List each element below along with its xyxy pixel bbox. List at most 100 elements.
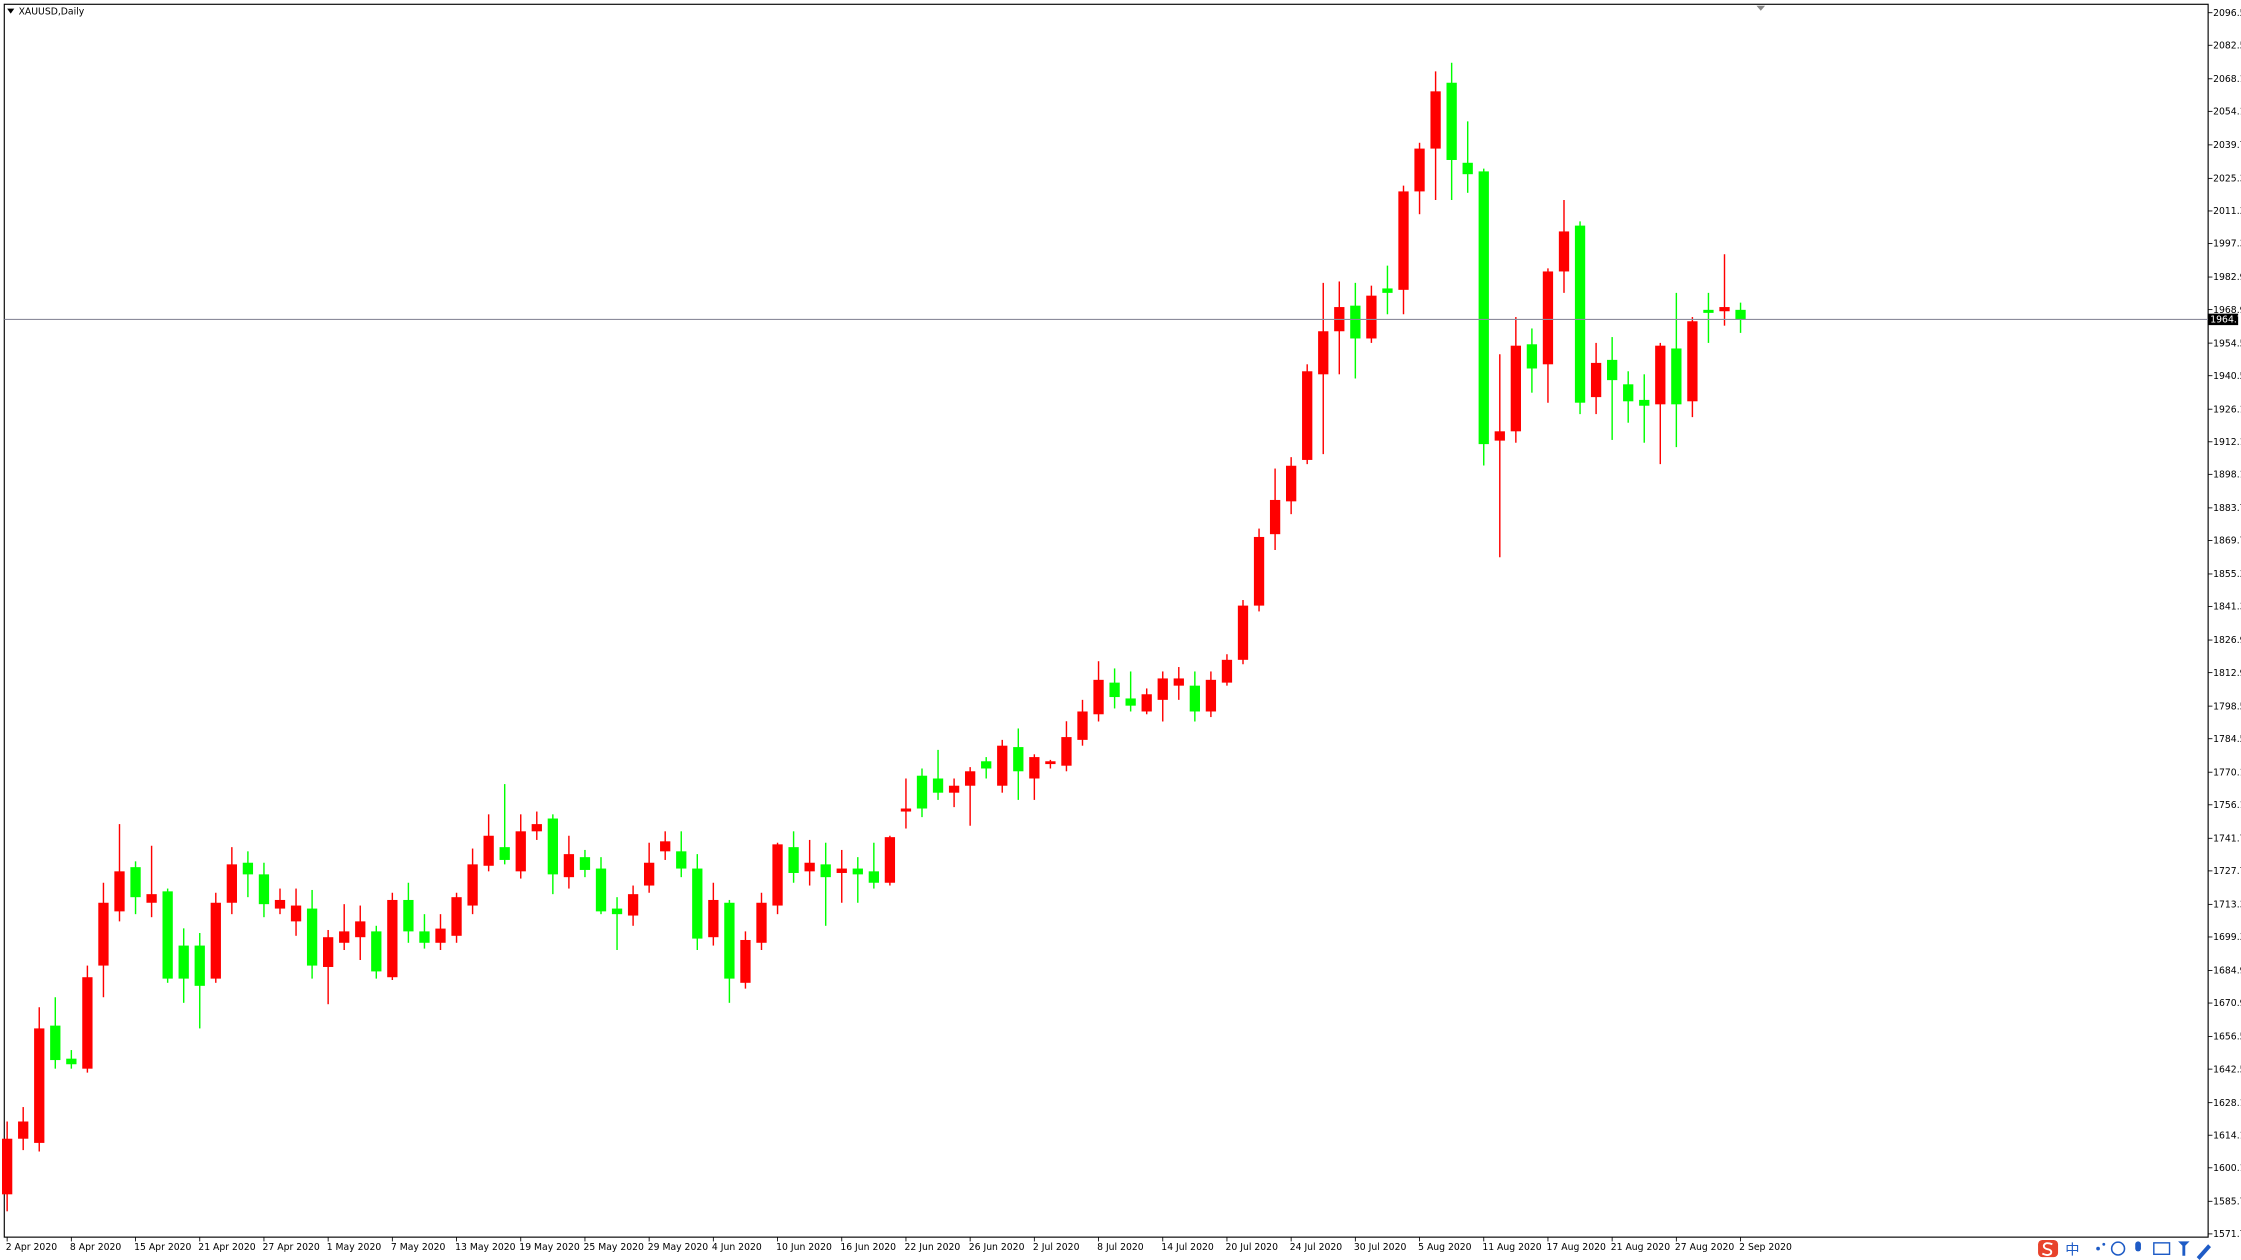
plot-frame xyxy=(3,3,2209,1238)
x-tick-label: 30 Jul 2020 xyxy=(1354,1242,1407,1253)
candle-body xyxy=(1687,321,1698,402)
title-menu-arrow[interactable] xyxy=(7,8,15,14)
candle-body xyxy=(868,871,879,883)
candle-body xyxy=(547,818,558,875)
tray-punct-icon[interactable] xyxy=(2096,1246,2100,1251)
x-tick-label: 13 May 2020 xyxy=(455,1242,516,1253)
x-tick-label: 8 Jul 2020 xyxy=(1097,1242,1144,1253)
y-tick-label: 2068.1 xyxy=(2213,74,2241,85)
candle-body xyxy=(114,871,125,912)
candle-body xyxy=(1735,309,1746,320)
x-tick-label: 15 Apr 2020 xyxy=(134,1242,191,1253)
x-tick-label: 2 Sep 2020 xyxy=(1739,1242,1792,1253)
candle-body xyxy=(146,894,157,903)
y-tick-label: 1614.1 xyxy=(2213,1130,2241,1141)
x-tick-label: 26 Jun 2020 xyxy=(969,1242,1025,1253)
candle-body xyxy=(194,945,205,986)
tray-tools-icon[interactable] xyxy=(2196,1244,2211,1260)
candle-body xyxy=(611,908,623,915)
candle-body xyxy=(1366,295,1377,339)
candle-body xyxy=(1221,659,1233,683)
current-price-label: 1964.7 xyxy=(2210,315,2241,326)
candle-body xyxy=(1382,288,1393,293)
candle-body xyxy=(627,894,639,916)
candle-body xyxy=(1077,711,1088,740)
candle-body xyxy=(1446,82,1457,160)
candle-body xyxy=(1558,231,1570,272)
candle-body xyxy=(1253,536,1265,606)
candle-body xyxy=(820,864,831,878)
x-tick-label: 24 Jul 2020 xyxy=(1290,1242,1343,1253)
x-tick-label: 19 May 2020 xyxy=(519,1242,580,1253)
x-tick-label: 14 Jul 2020 xyxy=(1161,1242,1214,1253)
y-tick-label: 1628.1 xyxy=(2213,1098,2241,1109)
candle-body xyxy=(1141,694,1152,712)
candle-body xyxy=(2,1138,13,1195)
candle-body xyxy=(772,844,783,906)
tray-emoji-icon[interactable] xyxy=(2110,1241,2126,1256)
candle-body xyxy=(852,868,863,875)
candle-body xyxy=(756,902,767,943)
tray-skin-icon[interactable] xyxy=(2178,1241,2190,1256)
candle-body xyxy=(948,785,960,793)
candle-body xyxy=(467,864,478,906)
y-tick-label: 1784.5 xyxy=(2213,734,2241,745)
y-tick-label: 1954.5 xyxy=(2213,338,2241,349)
candle-body xyxy=(451,897,462,936)
candle-body xyxy=(403,899,414,932)
candle-body xyxy=(1414,148,1425,192)
candle-body xyxy=(1719,307,1730,312)
candle-body xyxy=(306,908,318,966)
candle-body xyxy=(339,931,350,943)
candle-body xyxy=(1189,685,1200,712)
candle-body xyxy=(1286,465,1297,502)
y-tick-label: 1926.1 xyxy=(2213,404,2241,415)
tray-mic-icon[interactable] xyxy=(2135,1241,2141,1252)
current-price-tag xyxy=(2208,313,2239,326)
candle-body xyxy=(740,939,751,983)
candle-body xyxy=(884,837,896,883)
candle-body xyxy=(1639,399,1650,406)
candle-body xyxy=(1671,348,1682,405)
candle-body xyxy=(531,824,542,832)
x-tick-label: 10 Jun 2020 xyxy=(776,1242,832,1253)
x-tick-label: 17 Aug 2020 xyxy=(1547,1242,1606,1253)
y-tick-label: 1912.1 xyxy=(2213,437,2241,448)
x-tick-label: 29 May 2020 xyxy=(648,1242,709,1253)
y-tick-label: 1713.3 xyxy=(2213,900,2241,911)
shift-marker[interactable] xyxy=(1756,5,1766,11)
y-tick-label: 1727.7 xyxy=(2213,866,2241,877)
x-tick-label: 25 May 2020 xyxy=(584,1242,645,1253)
y-tick-label: 1600.1 xyxy=(2213,1163,2241,1174)
ime-mode[interactable]: 中 xyxy=(2065,1241,2079,1258)
candle-body xyxy=(1318,331,1329,375)
x-tick-label: 21 Aug 2020 xyxy=(1611,1242,1670,1253)
candle-body xyxy=(178,945,189,979)
system-tray: 中 xyxy=(2038,1240,2211,1260)
candle-body xyxy=(419,931,430,943)
y-tick-label: 1642.5 xyxy=(2213,1064,2241,1075)
y-tick-label: 1571.7 xyxy=(2213,1229,2241,1240)
y-tick-label: 1798.5 xyxy=(2213,701,2241,712)
candle-body xyxy=(1109,682,1120,698)
candle-body xyxy=(644,862,655,886)
x-tick-label: 27 Aug 2020 xyxy=(1675,1242,1734,1253)
y-tick-label: 1982.9 xyxy=(2213,272,2241,283)
y-tick-label: 2025.3 xyxy=(2213,174,2241,185)
y-tick-label: 1841.3 xyxy=(2213,602,2241,613)
y-tick-label: 2011.3 xyxy=(2213,206,2241,217)
candle-body xyxy=(34,1028,45,1143)
y-tick-label: 1997.3 xyxy=(2213,239,2241,250)
x-tick-label: 27 Apr 2020 xyxy=(263,1242,320,1253)
candle-body xyxy=(210,902,221,979)
tray-keyboard-icon[interactable] xyxy=(2153,1242,2171,1255)
candle-body xyxy=(323,937,334,967)
candle-body xyxy=(1607,359,1618,381)
candle-body xyxy=(258,874,270,905)
candle-body xyxy=(692,868,703,939)
candle-body xyxy=(1013,747,1024,772)
x-tick-label: 11 Aug 2020 xyxy=(1482,1242,1541,1253)
candle-body xyxy=(1350,305,1361,339)
y-tick-label: 1812.9 xyxy=(2213,668,2241,679)
candle-body xyxy=(371,931,382,972)
